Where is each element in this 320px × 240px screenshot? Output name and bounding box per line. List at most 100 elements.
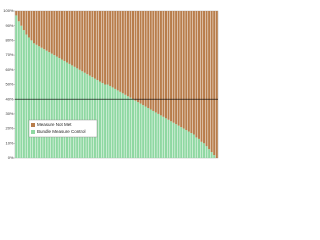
bar-segment — [68, 11, 71, 64]
bar-segment — [20, 11, 23, 26]
bar-segment — [38, 46, 41, 158]
bar-segment — [111, 87, 114, 158]
bar-segment — [88, 11, 91, 76]
bar-segment — [205, 11, 208, 147]
bar-segment — [63, 60, 66, 159]
bar-segment — [40, 11, 43, 48]
bar-segment — [149, 109, 152, 158]
legend-swatch — [31, 123, 35, 127]
bar-segment — [162, 11, 165, 117]
bar-segment — [205, 146, 208, 158]
bar-segment — [137, 11, 140, 103]
bar-segment — [164, 11, 167, 119]
bar-segment — [139, 11, 142, 104]
bar-segment — [78, 11, 81, 70]
bar-segment — [152, 110, 155, 158]
bar-segment — [76, 68, 79, 158]
bar-segment — [45, 11, 48, 51]
bar-segment — [182, 11, 185, 129]
bar-segment — [114, 88, 117, 158]
bar-segment — [66, 62, 69, 159]
y-tick-label: 30% — [5, 111, 13, 116]
bar-segment — [119, 11, 122, 92]
legend-label: Bundle Measure Control — [37, 129, 86, 134]
bar-segment — [144, 11, 147, 107]
bar-segment — [197, 11, 200, 139]
bar-segment — [190, 133, 193, 158]
bar-segment — [129, 97, 132, 158]
bar-segment — [15, 15, 18, 158]
bar-segment — [154, 11, 157, 113]
bar-segment — [20, 25, 23, 159]
chart: 0% 10% 20% 30% 40% 50% 60% 70% 80% 90% 100% Measure… — [3, 8, 219, 160]
bar-segment — [76, 11, 79, 69]
bar-segment — [81, 11, 84, 72]
bar-segment — [208, 149, 211, 158]
bar-segment — [157, 11, 160, 114]
bar-segment — [134, 100, 137, 158]
bar-segment — [101, 83, 104, 158]
bar-segment — [55, 56, 58, 158]
y-tick-label: 90% — [5, 23, 13, 28]
bar-segment — [111, 11, 114, 88]
bar-segment — [58, 11, 61, 59]
bar-segment — [68, 63, 71, 158]
bar-segment — [55, 11, 58, 57]
bar-segment — [30, 11, 33, 41]
bar-segment — [195, 11, 198, 138]
bar-segment — [114, 11, 117, 89]
bar-segment — [213, 11, 216, 156]
bar-segment — [63, 11, 66, 61]
y-tick-label: 0% — [8, 155, 14, 160]
bar-segment — [40, 47, 43, 158]
bar-segment — [88, 75, 91, 158]
bar-segment — [98, 11, 102, 82]
bar-segment — [25, 34, 28, 158]
bar-segment — [197, 138, 200, 158]
bar-segment — [93, 78, 96, 158]
bar-segment — [162, 116, 165, 158]
bar-segment — [203, 11, 206, 144]
bar-segment — [43, 11, 46, 50]
bar-segment — [142, 105, 145, 158]
bar-segment — [190, 11, 193, 134]
bar-segment — [172, 11, 175, 123]
bar-segment — [73, 66, 76, 158]
bar-segment — [109, 85, 112, 158]
bar-segment — [106, 84, 109, 158]
bar-segment — [53, 55, 56, 158]
legend-swatch — [31, 130, 35, 134]
bar-segment — [27, 11, 30, 38]
bar-segment — [104, 11, 107, 85]
bar-segment — [96, 11, 99, 81]
bar-segment — [137, 102, 140, 158]
bar-segment — [187, 11, 190, 132]
bar-segment — [22, 11, 25, 31]
bar-segment — [124, 94, 127, 158]
bar-segment — [147, 108, 150, 158]
bar-segment — [83, 72, 86, 158]
bar-segment — [71, 11, 74, 66]
bar-segment — [48, 52, 51, 158]
bar-segment — [50, 53, 53, 158]
y-tick-label: 100% — [3, 8, 14, 13]
bar-segment — [124, 11, 127, 95]
bar-segment — [210, 11, 213, 153]
y-tick-label: 80% — [5, 37, 13, 42]
bar-segment — [86, 74, 89, 158]
bar-segment — [116, 90, 119, 158]
bar-segment — [60, 59, 63, 159]
bar-segment — [147, 11, 150, 109]
bar-segment — [98, 81, 102, 158]
bar-segment — [200, 141, 203, 158]
bar-segment — [101, 11, 104, 84]
bar-segment — [96, 80, 99, 158]
bar-segment — [149, 11, 152, 110]
bar-segment — [58, 58, 61, 158]
bar-segment — [203, 143, 206, 158]
bar-segment — [35, 11, 38, 45]
bar-segment — [175, 124, 178, 158]
bar-segment — [192, 11, 195, 135]
bar-segment — [195, 137, 198, 158]
bar-segment — [170, 11, 173, 122]
